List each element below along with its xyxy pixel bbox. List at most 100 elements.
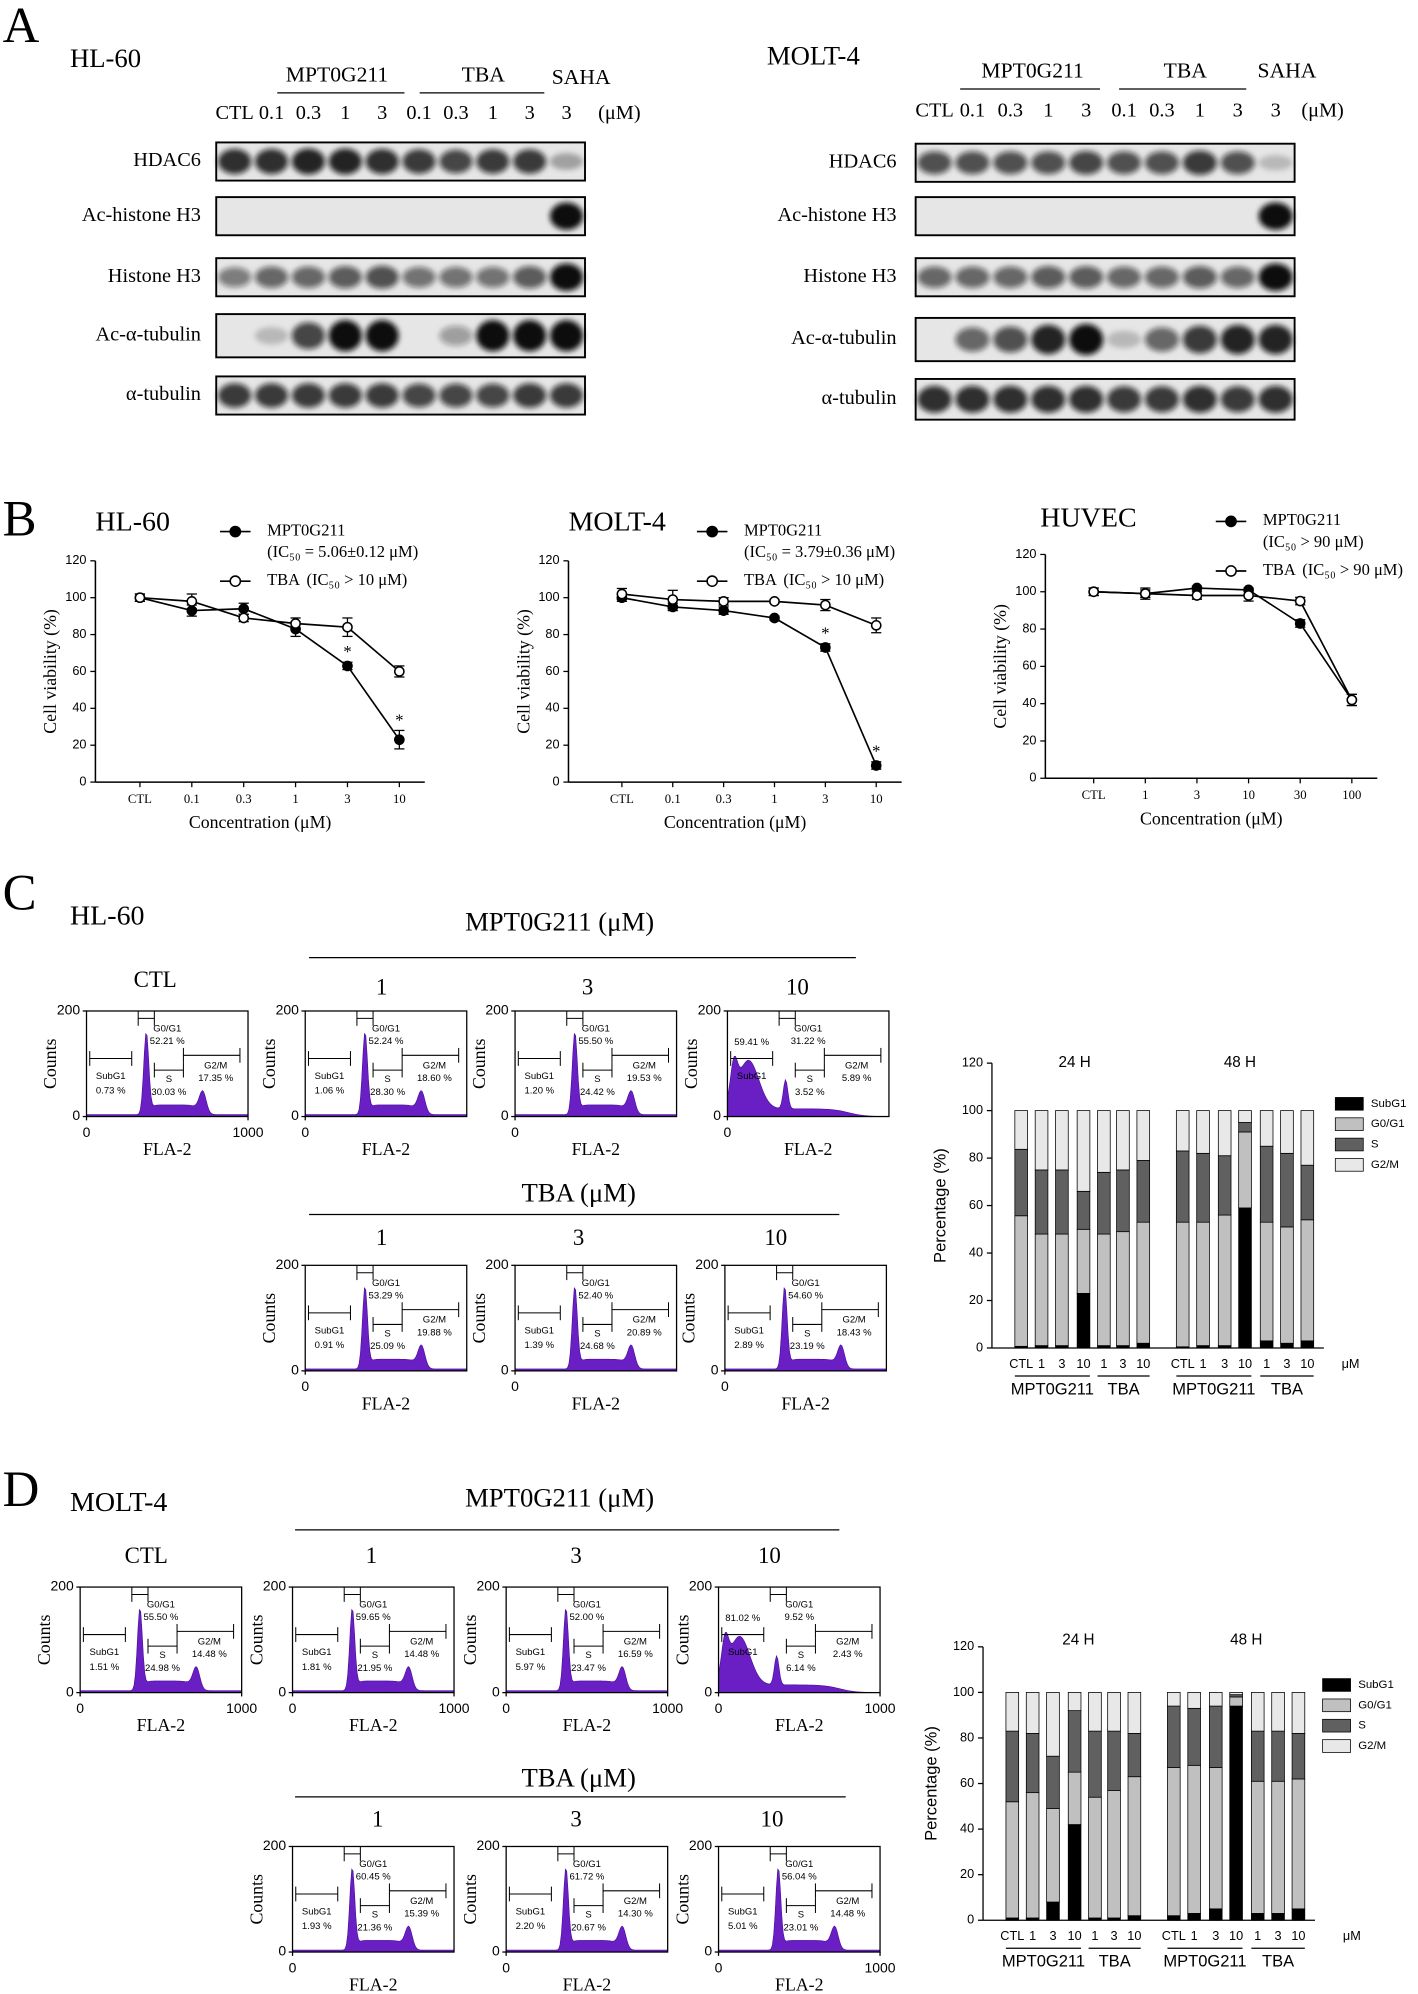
band — [291, 322, 326, 350]
y-axis-label: Counts — [672, 1874, 692, 1925]
bar-segment — [1250, 1730, 1265, 1782]
band — [513, 266, 547, 289]
blot-title: MOLT-4 — [767, 41, 860, 71]
x-tick-label: 10 — [870, 792, 883, 806]
band — [1258, 324, 1293, 355]
legend-marker — [706, 575, 719, 588]
band — [439, 149, 473, 174]
blot-frame — [914, 196, 1296, 237]
band — [1069, 323, 1104, 356]
band — [993, 266, 1028, 288]
data-point — [1294, 618, 1306, 629]
bar-segment — [1055, 1169, 1069, 1235]
gate-label: G2/M — [842, 1315, 865, 1326]
legend-swatch — [1322, 1718, 1351, 1733]
row-label: Ac-α-tubulin — [95, 323, 200, 345]
unit-label: μM — [1342, 1356, 1360, 1371]
legend-name: TBA — [1263, 560, 1296, 579]
band — [218, 383, 252, 408]
data-point — [394, 666, 405, 677]
band — [955, 151, 990, 175]
gate-percent: 23.01 % — [783, 1922, 818, 1933]
y-axis-label: Counts — [246, 1874, 266, 1925]
x-axis-label: FLA-2 — [563, 1715, 611, 1735]
dose-label: 10 — [758, 1543, 781, 1568]
gate-label: G2/M — [624, 1636, 647, 1647]
plot-frame — [291, 1845, 455, 1953]
gate-label: G2/M — [423, 1315, 446, 1326]
dose-label: 3 — [570, 1806, 581, 1831]
gate-percent: 18.60 % — [417, 1073, 452, 1084]
gate-percent: 59.41 % — [734, 1037, 769, 1048]
band — [1182, 266, 1217, 289]
x-axis-label: FLA-2 — [775, 1715, 823, 1735]
bar-segment — [1238, 1131, 1252, 1209]
gate-percent: 60.45 % — [356, 1872, 391, 1883]
significance-mark: * — [343, 642, 351, 661]
x-axis-label: FLA-2 — [572, 1393, 620, 1413]
y-tick-label: 120 — [962, 1054, 983, 1069]
band — [1107, 386, 1142, 413]
x-tick-label: 10 — [1229, 1928, 1243, 1943]
gate-label: G2/M — [836, 1896, 859, 1907]
band — [1144, 386, 1180, 413]
band — [402, 266, 436, 288]
legend-label: G2/M — [1371, 1159, 1399, 1171]
legend-note: (IC₅₀ > 10 μM) — [306, 570, 407, 589]
band — [254, 383, 289, 408]
data-point — [1191, 590, 1203, 601]
x-tick-label: 0.1 — [665, 792, 681, 806]
band — [291, 383, 326, 408]
gate-percent: 23.47 % — [571, 1663, 606, 1674]
bar-segment — [1076, 1190, 1091, 1230]
y-axis-label: Counts — [679, 1293, 699, 1344]
chart-title: HUVEC — [1040, 503, 1136, 534]
lane-label: 1 — [1195, 100, 1205, 122]
gate-label: G0/G1 — [785, 1859, 813, 1870]
bar-segment — [1116, 1231, 1130, 1346]
gate-label: G2/M — [633, 1315, 656, 1326]
bar-segment — [1107, 1789, 1121, 1919]
y-tick-label: 0 — [291, 1362, 299, 1378]
group-label: MPT0G211 — [286, 62, 388, 86]
x-axis-label: FLA-2 — [143, 1139, 191, 1159]
subgroup-label: MPT0G211 — [1172, 1379, 1255, 1398]
bar-segment — [1196, 1110, 1210, 1154]
series-line — [621, 596, 877, 766]
x-tick-label: 1 — [1038, 1356, 1045, 1371]
band — [1258, 155, 1293, 171]
bar-segment — [1250, 1692, 1265, 1732]
y-tick-label: 80 — [545, 626, 559, 641]
bar-segment — [1005, 1801, 1020, 1919]
bar-segment — [1067, 1692, 1082, 1712]
band — [254, 266, 289, 288]
plot-frame — [85, 1010, 249, 1118]
gate-percent: 53.29 % — [369, 1290, 404, 1301]
bar-segment — [1280, 1152, 1294, 1228]
x-tick-label: CTL — [1171, 1356, 1195, 1371]
gate-label: G2/M — [410, 1636, 433, 1647]
y-tick-label: 20 — [969, 1292, 983, 1307]
legend-label: S — [1358, 1720, 1366, 1732]
y-tick-label: 20 — [72, 737, 86, 752]
band — [1069, 266, 1104, 289]
gate-label: SubG1 — [728, 1647, 758, 1658]
data-point — [290, 618, 301, 629]
x-tick-label: 1000 — [232, 1124, 263, 1140]
band — [549, 202, 584, 230]
band — [439, 266, 473, 288]
band — [1144, 151, 1180, 175]
bar-segment — [1167, 1915, 1181, 1921]
data-point — [1243, 590, 1254, 601]
lane-label: 0.3 — [443, 102, 468, 124]
gate-percent: 14.48 % — [192, 1649, 227, 1660]
gate-label: G0/G1 — [794, 1023, 822, 1034]
bar-segment — [1076, 1228, 1091, 1294]
y-axis-label: Counts — [40, 1038, 60, 1089]
dose-label: 10 — [786, 975, 809, 1000]
gate-label: G2/M — [423, 1060, 446, 1071]
x-tick-label: 0 — [511, 1124, 519, 1140]
band — [549, 263, 584, 291]
blot-frame — [215, 196, 586, 237]
band — [328, 148, 362, 175]
